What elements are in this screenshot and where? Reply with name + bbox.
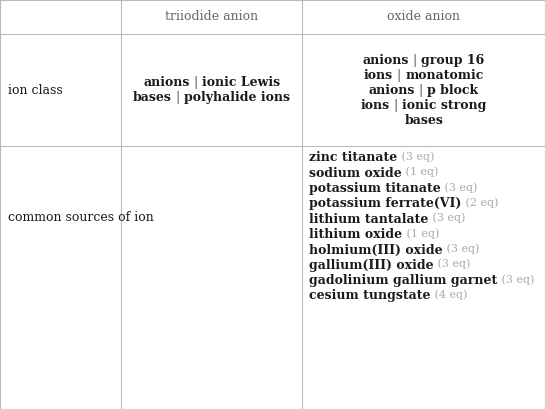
Text: holmium(III) oxide: holmium(III) oxide	[310, 243, 443, 256]
Text: bases: bases	[133, 91, 172, 104]
Text: |: |	[415, 84, 427, 97]
Text: lithium oxide: lithium oxide	[310, 228, 403, 241]
Text: monatomic: monatomic	[405, 69, 483, 82]
Text: anions: anions	[363, 54, 409, 67]
Text: anions: anions	[369, 84, 415, 97]
Text: (3 eq): (3 eq)	[429, 213, 465, 223]
Text: gallium(III) oxide: gallium(III) oxide	[310, 259, 434, 272]
Text: (3 eq): (3 eq)	[434, 259, 470, 270]
Text: (3 eq): (3 eq)	[398, 151, 434, 162]
Text: anions: anions	[143, 76, 190, 89]
Text: oxide anion: oxide anion	[387, 11, 460, 23]
Text: ion class: ion class	[8, 84, 63, 97]
Text: |: |	[172, 91, 184, 104]
Text: polyhalide ions: polyhalide ions	[184, 91, 290, 104]
Text: |: |	[190, 76, 202, 89]
Text: potassium ferrate(VI): potassium ferrate(VI)	[310, 198, 462, 211]
Text: gadolinium gallium garnet: gadolinium gallium garnet	[310, 274, 498, 287]
Text: sodium oxide: sodium oxide	[310, 167, 402, 180]
Text: common sources of ion: common sources of ion	[8, 211, 154, 224]
Text: triiodide anion: triiodide anion	[165, 11, 258, 23]
Text: (3 eq): (3 eq)	[498, 274, 534, 285]
Text: cesium tungstate: cesium tungstate	[310, 290, 431, 303]
Text: ionic strong: ionic strong	[402, 99, 487, 112]
Text: p block: p block	[427, 84, 479, 97]
Text: (4 eq): (4 eq)	[431, 290, 468, 300]
Text: ionic Lewis: ionic Lewis	[202, 76, 280, 89]
Text: (1 eq): (1 eq)	[403, 228, 439, 239]
Text: ions: ions	[361, 99, 390, 112]
Text: bases: bases	[404, 114, 443, 126]
Text: zinc titanate: zinc titanate	[310, 151, 398, 164]
Text: |: |	[393, 69, 405, 82]
Text: |: |	[390, 99, 402, 112]
Text: (3 eq): (3 eq)	[441, 182, 477, 193]
Text: |: |	[409, 54, 421, 67]
Text: ions: ions	[364, 69, 393, 82]
Text: group 16: group 16	[421, 54, 485, 67]
Text: (2 eq): (2 eq)	[462, 198, 498, 208]
Text: (1 eq): (1 eq)	[402, 167, 439, 178]
Text: potassium titanate: potassium titanate	[310, 182, 441, 195]
Text: (3 eq): (3 eq)	[443, 243, 480, 254]
Text: lithium tantalate: lithium tantalate	[310, 213, 429, 226]
